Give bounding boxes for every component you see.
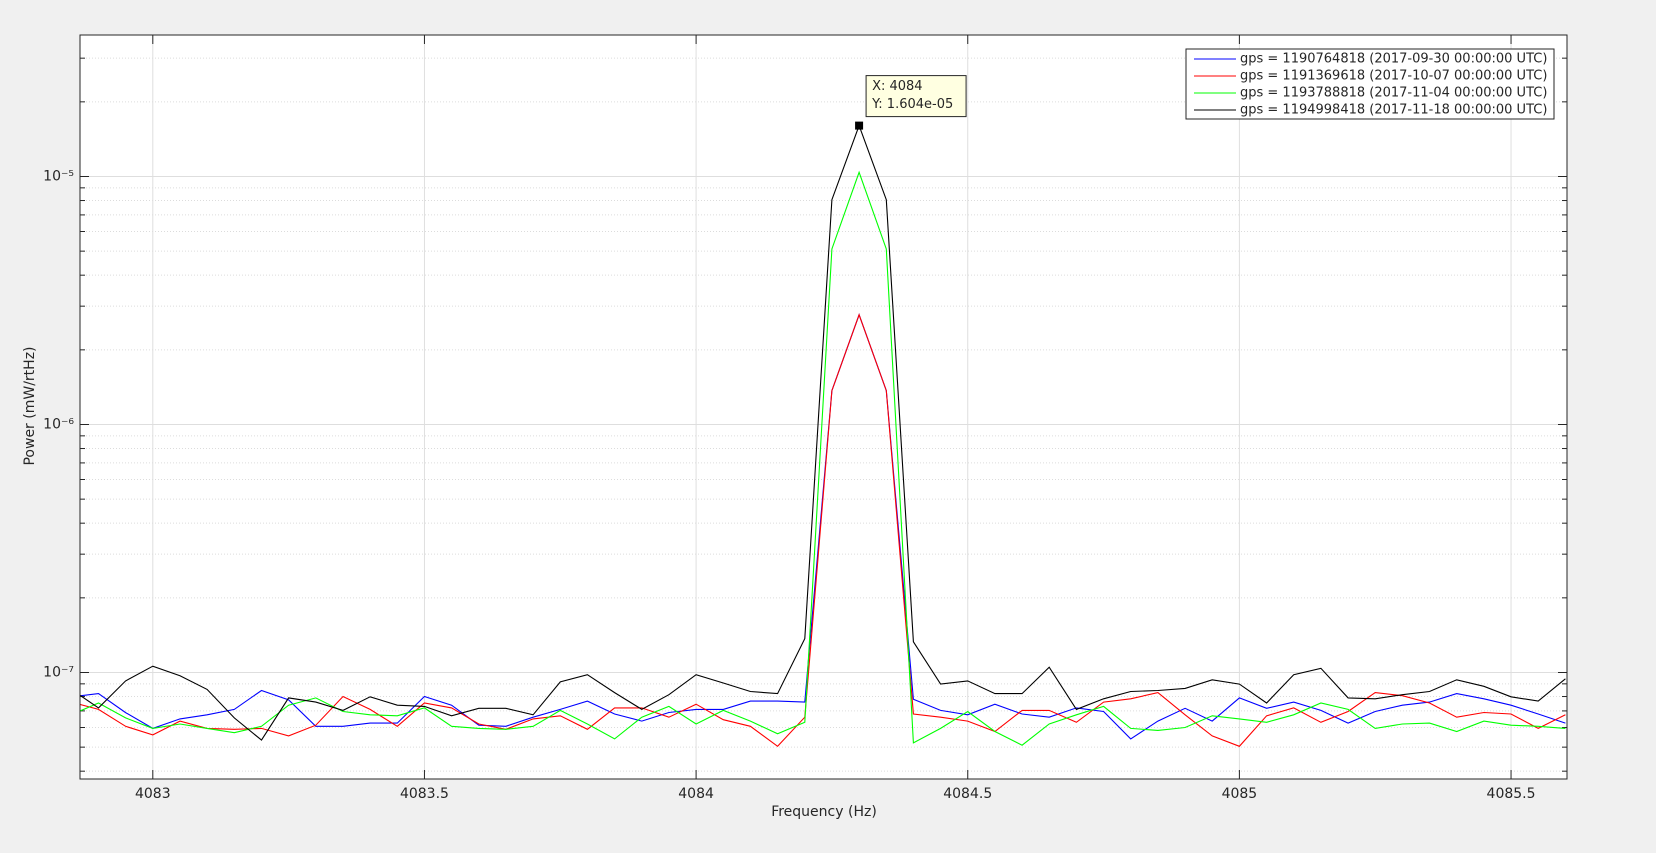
datatip-text: Y: 1.604e-05 (871, 97, 953, 112)
x-tick-label: 4083.5 (400, 786, 449, 802)
x-tick-label: 4084.5 (943, 786, 992, 802)
legend-label: gps = 1191369618 (2017-10-07 00:00:00 UT… (1240, 69, 1547, 84)
x-tick-label: 4085 (1222, 786, 1258, 802)
y-tick-label: 10⁻⁷ (43, 664, 74, 680)
y-tick-label: 10⁻⁵ (43, 168, 74, 184)
legend-box (1185, 48, 1555, 120)
series-line (80, 313, 1566, 740)
series-line (80, 124, 1566, 741)
legend-label: gps = 1190764818 (2017-09-30 00:00:00 UT… (1240, 52, 1547, 67)
legend-label: gps = 1193788818 (2017-11-04 00:00:00 UT… (1240, 86, 1547, 101)
axes-box (79, 34, 1568, 780)
series-line (80, 170, 1566, 746)
x-tick-label: 4083 (135, 786, 171, 802)
y-tick-label: 10⁻⁶ (43, 416, 74, 432)
x-axis-label: Frequency (Hz) (771, 804, 877, 820)
x-tick-label: 4085.5 (1487, 786, 1536, 802)
y-axis-label: Power (mW/rtHz) (22, 346, 38, 465)
plot-area (80, 124, 1566, 748)
series-line (80, 313, 1566, 748)
axes-background (80, 35, 1567, 779)
datatip-marker (855, 121, 864, 130)
x-tick-label: 4084 (678, 786, 714, 802)
legend-label: gps = 1194998418 (2017-11-18 00:00:00 UT… (1240, 103, 1547, 118)
datatip-box (865, 75, 967, 118)
datatip-text: X: 4084 (872, 79, 923, 94)
